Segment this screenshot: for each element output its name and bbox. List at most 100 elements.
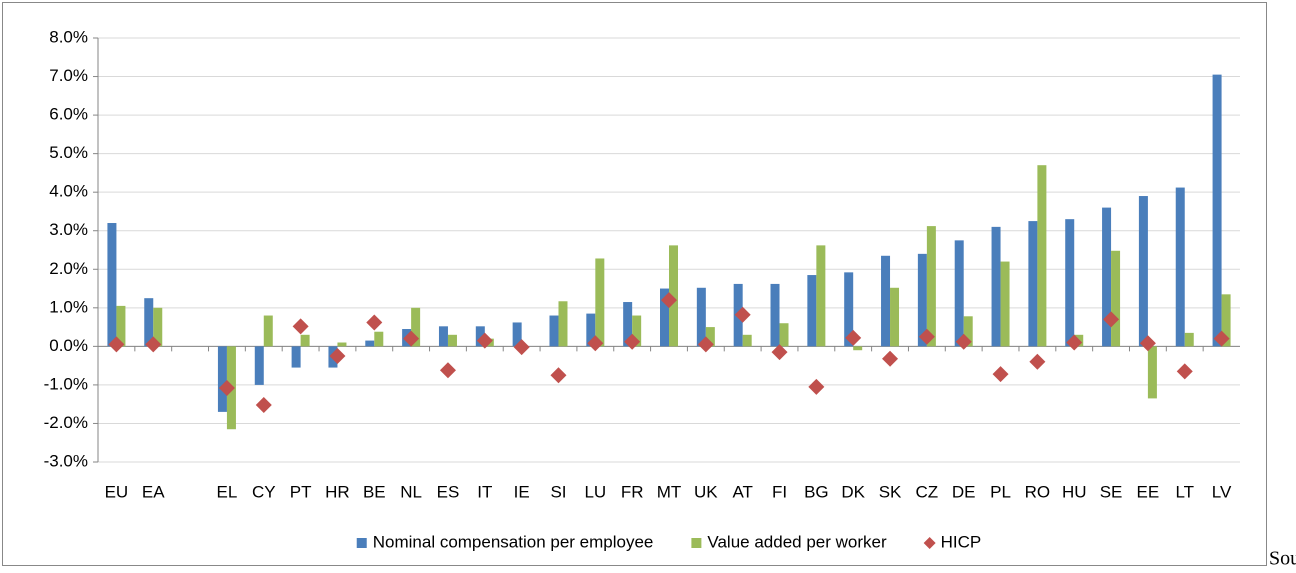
legend-label: HICP — [941, 532, 982, 551]
marker — [366, 314, 383, 331]
x-tick-label: EU — [105, 482, 129, 501]
x-tick-label: PT — [290, 482, 312, 501]
marker — [845, 329, 862, 346]
y-tick-label: -3.0% — [44, 451, 88, 470]
x-tick-label: HU — [1062, 482, 1087, 501]
bar — [549, 315, 559, 347]
bar — [263, 315, 273, 347]
marker — [1176, 363, 1193, 380]
legend-key — [691, 538, 702, 548]
bar — [1212, 74, 1222, 347]
bar — [1175, 187, 1185, 347]
bar — [963, 316, 973, 347]
bar — [696, 287, 706, 347]
bar — [1065, 219, 1075, 347]
bar — [807, 275, 817, 347]
bar — [411, 307, 421, 347]
bar — [447, 334, 457, 347]
marker — [734, 306, 751, 323]
bar — [1184, 332, 1194, 347]
bar — [300, 334, 310, 347]
bar — [954, 240, 964, 347]
bar — [844, 272, 854, 347]
marker — [1213, 330, 1230, 347]
bar — [116, 305, 126, 347]
x-tick-label: FI — [772, 482, 787, 501]
marker — [145, 336, 162, 353]
marker — [992, 366, 1009, 383]
bar — [1147, 346, 1157, 399]
x-tick-label: SK — [879, 482, 902, 501]
bar — [586, 313, 596, 347]
chart-border — [2, 2, 1267, 566]
x-tick-label: BE — [363, 482, 386, 501]
bar — [1037, 165, 1047, 347]
y-tick-label: 1.0% — [49, 297, 88, 316]
marker — [1029, 353, 1046, 370]
x-tick-label: MT — [657, 482, 682, 501]
bar — [1102, 207, 1112, 347]
bar — [438, 326, 448, 347]
bar — [669, 245, 678, 347]
bar — [890, 287, 900, 347]
x-tick-label: AT — [732, 482, 752, 501]
marker — [1103, 311, 1120, 328]
marker — [808, 378, 825, 395]
marker — [955, 333, 972, 350]
x-tick-label: CZ — [916, 482, 939, 501]
x-tick-label: CY — [252, 482, 276, 501]
y-tick-label: 3.0% — [49, 220, 88, 239]
x-tick-label: PL — [990, 482, 1011, 501]
x-tick-label: EA — [142, 482, 165, 501]
y-tick-label: 2.0% — [49, 259, 88, 278]
bar — [107, 223, 117, 347]
bar — [1221, 294, 1231, 347]
x-tick-label: LT — [1175, 482, 1194, 501]
marker — [329, 348, 346, 364]
marker — [587, 335, 604, 352]
y-tick-label: 4.0% — [49, 182, 88, 201]
bar — [365, 340, 375, 347]
x-tick-label: ES — [437, 482, 460, 501]
bar — [512, 322, 522, 347]
bar — [153, 307, 163, 347]
marker — [624, 333, 641, 350]
x-tick-label: UK — [694, 482, 718, 501]
marker — [771, 344, 788, 361]
x-tick-label: LU — [584, 482, 606, 501]
bar — [1138, 196, 1148, 347]
marker — [403, 330, 420, 347]
marker — [476, 332, 493, 349]
x-tick-label: DK — [841, 482, 865, 501]
y-tick-label: 6.0% — [49, 105, 88, 124]
x-tick-label: SI — [550, 482, 566, 501]
bar — [595, 258, 605, 347]
legend-label: Value added per worker — [707, 532, 887, 551]
marker — [255, 396, 272, 413]
marker — [661, 292, 677, 309]
bar — [1111, 250, 1121, 347]
x-tick-label: BG — [804, 482, 829, 501]
bar — [816, 245, 826, 347]
bar — [1028, 221, 1038, 347]
bar — [291, 346, 301, 368]
y-tick-label: -2.0% — [44, 413, 88, 432]
x-tick-label: FR — [621, 482, 644, 501]
bar — [991, 226, 1001, 347]
bar — [853, 346, 863, 351]
marker — [918, 328, 935, 345]
legend-key — [356, 538, 367, 548]
bar — [144, 298, 154, 347]
y-tick-label: -1.0% — [44, 374, 88, 393]
bar — [1000, 261, 1010, 347]
legend-label: Nominal compensation per employee — [373, 532, 654, 551]
legend-key — [923, 537, 936, 549]
bar — [705, 327, 715, 347]
y-tick-label: 7.0% — [49, 66, 88, 85]
x-tick-label: LV — [1212, 482, 1232, 501]
bar — [742, 334, 752, 347]
marker — [108, 336, 125, 353]
bar — [337, 342, 347, 347]
